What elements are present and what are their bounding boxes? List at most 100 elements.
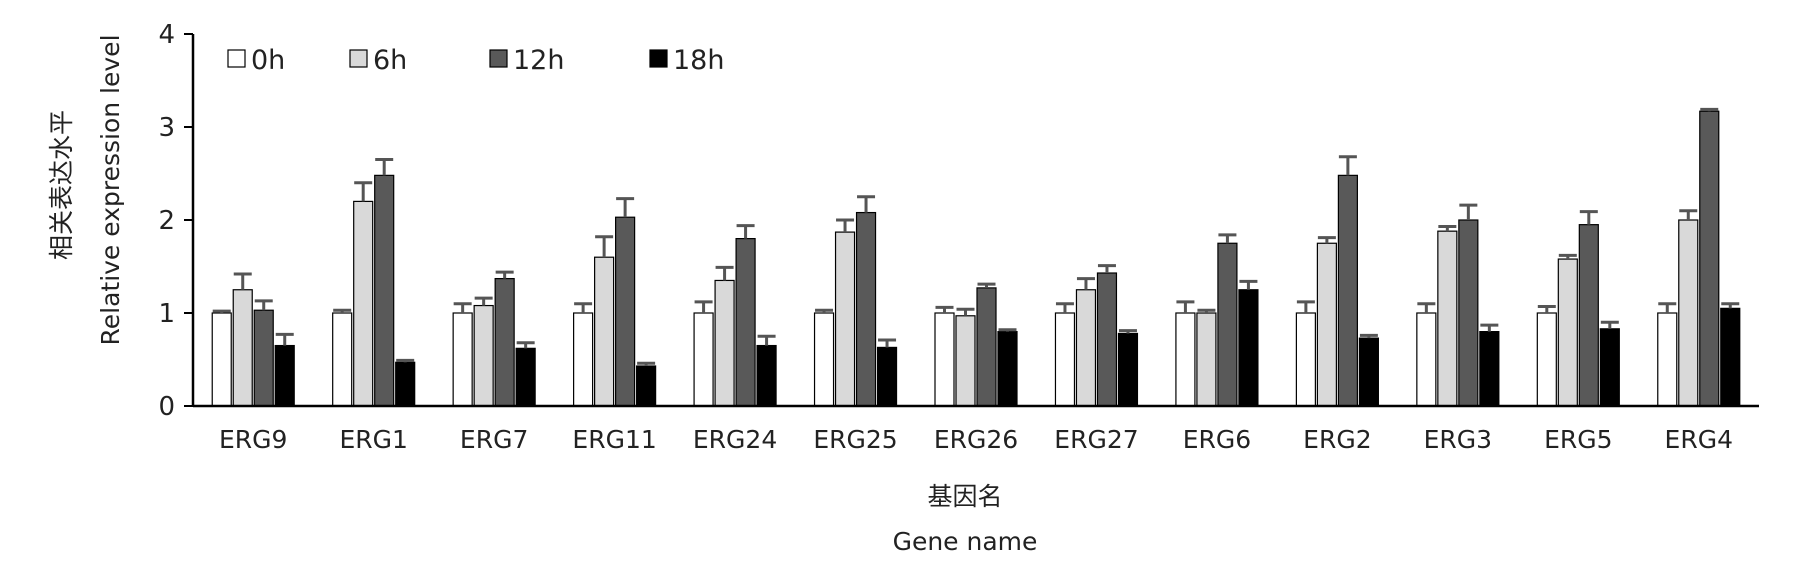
- legend-label: 6h: [373, 45, 407, 76]
- bar-erg1-12h: [374, 174, 395, 407]
- bar-erg2-12h: [1337, 174, 1358, 407]
- bar-erg25-12h: [855, 211, 877, 407]
- bar-group-erg11: [573, 197, 657, 407]
- bar-erg5-6h: [1557, 258, 1578, 407]
- bar-group-erg5: [1536, 210, 1620, 407]
- bar-erg7-18h: [515, 347, 536, 407]
- legend-swatch: [649, 49, 668, 68]
- x-axis-title: Gene name: [893, 527, 1038, 556]
- legend-item-0h: 0h: [227, 45, 285, 76]
- y-tick-label: 0: [158, 392, 175, 422]
- bar-erg26-0h: [934, 312, 955, 407]
- bar-erg5-12h: [1578, 224, 1599, 407]
- legend-swatch: [349, 49, 368, 68]
- y-tick-label: 2: [158, 206, 175, 236]
- bar-erg5-18h: [1599, 328, 1620, 407]
- bar-erg4-18h: [1720, 307, 1741, 407]
- category-label-erg25: ERG25: [813, 425, 897, 454]
- category-label-erg4: ERG4: [1665, 425, 1733, 454]
- bar-erg24-0h: [693, 312, 714, 407]
- bar-erg5-0h: [1536, 312, 1557, 407]
- y-axis-title-cn: 相关表达水平: [47, 110, 76, 260]
- bar-erg6-6h: [1196, 312, 1217, 407]
- bar-group-erg9: [211, 272, 295, 407]
- bar-erg7-0h: [452, 312, 473, 407]
- legend-item-18h: 18h: [649, 45, 724, 76]
- bar-erg27-0h: [1054, 312, 1076, 407]
- y-axis-title: Relative expression level: [96, 34, 125, 345]
- category-labels: ERG9 ERG1 ERG7 ERG11 ERG24 ERG25 ERG26 ERG27 ERG…: [219, 425, 1733, 454]
- bar-erg24-18h: [756, 344, 777, 407]
- category-label-erg3: ERG3: [1424, 425, 1492, 454]
- bar-erg4-6h: [1678, 219, 1699, 407]
- category-label-erg7: ERG7: [460, 425, 528, 454]
- bar-erg27-18h: [1117, 332, 1139, 407]
- category-label-erg24: ERG24: [693, 425, 777, 454]
- legend-label: 0h: [251, 45, 285, 76]
- bar-erg9-6h: [232, 289, 253, 407]
- bar-erg25-0h: [813, 312, 835, 407]
- y-tick-label: 4: [158, 20, 175, 50]
- bar-erg3-18h: [1479, 331, 1500, 407]
- category-label-erg1: ERG1: [339, 425, 407, 454]
- legend-swatch: [489, 49, 508, 68]
- bar-erg11-18h: [636, 365, 657, 407]
- category-label-erg9: ERG9: [219, 425, 287, 454]
- bar-erg1-18h: [395, 361, 416, 407]
- bar-erg4-12h: [1699, 110, 1720, 407]
- bar-group-erg7: [452, 270, 536, 407]
- bar-erg7-6h: [473, 304, 494, 407]
- bar-group-erg24: [693, 224, 777, 407]
- category-label-erg2: ERG2: [1303, 425, 1371, 454]
- bar-erg6-18h: [1238, 289, 1259, 407]
- bar-erg1-0h: [332, 312, 353, 407]
- x-axis-title-cn: 基因名: [927, 482, 1002, 511]
- bar-erg25-6h: [834, 231, 856, 407]
- bar-erg3-6h: [1437, 230, 1458, 407]
- y-tick-label: 3: [158, 113, 175, 143]
- bar-erg9-0h: [211, 312, 232, 407]
- bar-group-erg2: [1295, 155, 1379, 407]
- category-label-erg27: ERG27: [1054, 425, 1138, 454]
- legend-label: 12h: [513, 45, 564, 76]
- bar-erg6-12h: [1217, 242, 1238, 407]
- bar-erg25-18h: [876, 346, 898, 407]
- axes: [191, 34, 1759, 408]
- bar-erg26-12h: [976, 287, 997, 407]
- bar-erg2-18h: [1358, 337, 1379, 407]
- bar-group-erg1: [332, 158, 416, 407]
- bar-group-erg26: [934, 282, 1018, 407]
- bar-erg1-6h: [353, 200, 374, 407]
- y-tick-label: 1: [158, 299, 175, 329]
- bar-erg9-12h: [253, 309, 274, 407]
- bar-erg3-12h: [1458, 219, 1479, 407]
- legend: 0h 6h 12h 18h: [227, 45, 724, 76]
- bar-erg4-0h: [1657, 312, 1678, 407]
- legend-item-6h: 6h: [349, 45, 407, 76]
- category-label-erg5: ERG5: [1544, 425, 1612, 454]
- bar-groups: [211, 107, 1741, 407]
- bar-erg3-0h: [1416, 312, 1437, 407]
- bar-erg26-6h: [955, 315, 976, 407]
- bar-group-erg27: [1054, 264, 1139, 407]
- bar-erg11-6h: [594, 256, 615, 407]
- bar-erg24-6h: [714, 279, 735, 407]
- bar-group-erg6: [1175, 233, 1259, 407]
- bar-erg7-12h: [494, 277, 515, 407]
- bar-erg2-0h: [1295, 312, 1316, 407]
- bar-group-erg25: [813, 195, 898, 407]
- category-label-erg26: ERG26: [934, 425, 1018, 454]
- bar-erg11-0h: [573, 312, 594, 407]
- category-label-erg6: ERG6: [1183, 425, 1251, 454]
- bar-erg9-18h: [274, 344, 295, 407]
- bar-erg6-0h: [1175, 312, 1196, 407]
- bar-group-erg3: [1416, 203, 1500, 407]
- legend-item-12h: 12h: [489, 45, 564, 76]
- bar-erg2-6h: [1316, 242, 1337, 407]
- category-label-erg11: ERG11: [572, 425, 656, 454]
- bar-erg24-12h: [735, 238, 756, 407]
- y-axis-ticks: 0 1 2 3 4: [158, 20, 193, 422]
- bar-erg26-18h: [997, 331, 1018, 407]
- bar-erg27-6h: [1075, 289, 1097, 407]
